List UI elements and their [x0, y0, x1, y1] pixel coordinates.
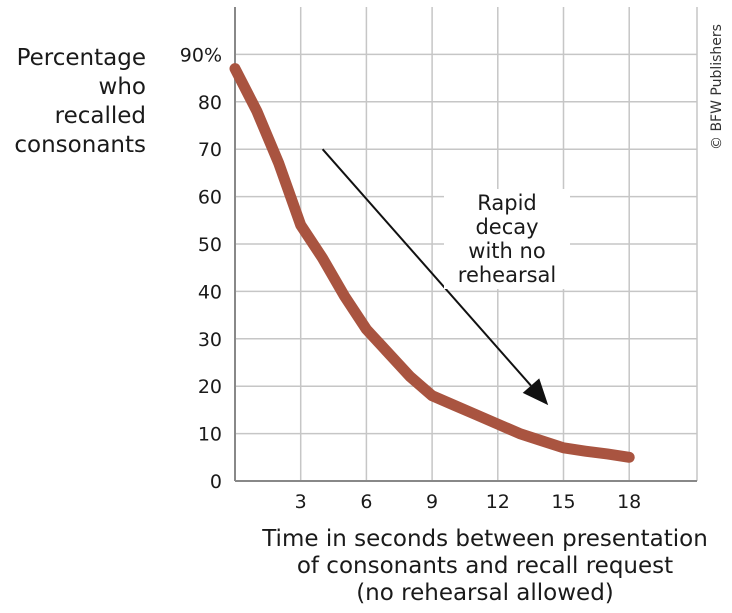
x-tick-label: 18: [617, 491, 641, 513]
y-axis-label-line: consonants: [14, 132, 146, 158]
x-axis-label-line: (no rehearsal allowed): [356, 580, 614, 606]
x-tick-label: 12: [486, 491, 510, 513]
y-tick-label: 10: [198, 424, 222, 446]
annotation-line: with no: [468, 239, 546, 263]
x-tick-label: 9: [426, 491, 438, 513]
y-axis-label: Percentage who recalled consonants: [0, 44, 146, 160]
x-tick-label: 15: [551, 491, 575, 513]
y-tick-label: 60: [198, 187, 222, 209]
annotation-arrow-head: [522, 378, 549, 406]
y-axis-label-line: Percentage: [16, 45, 146, 71]
annotation-line: Rapid decay: [475, 191, 539, 239]
y-tick-label: 70: [198, 139, 222, 161]
annotation-arrow-shaft: [321, 148, 532, 387]
x-axis-label-line: Time in seconds between presentation: [262, 526, 708, 552]
y-tick-label: 0: [210, 471, 222, 493]
annotation-label: Rapid decay with no rehearsal: [444, 189, 570, 289]
y-axis-label-line: who recalled: [54, 74, 146, 129]
y-tick-label: 80: [198, 92, 222, 114]
y-tick-label: 50: [198, 234, 222, 256]
series-line: [229, 63, 635, 463]
annotation-line: rehearsal: [457, 263, 557, 287]
x-axis-label: Time in seconds between presentation of …: [240, 526, 730, 607]
x-tick-label: 6: [360, 491, 372, 513]
y-tick-label: 30: [198, 329, 222, 351]
y-tick-label: 20: [198, 376, 222, 398]
y-tick-label: 40: [198, 281, 222, 303]
y-tick-label: 90%: [180, 44, 222, 66]
publisher-credit: © BFW Publishers: [709, 24, 725, 150]
x-axis-label-line: of consonants and recall request: [296, 553, 674, 579]
x-tick-label: 3: [295, 491, 307, 513]
